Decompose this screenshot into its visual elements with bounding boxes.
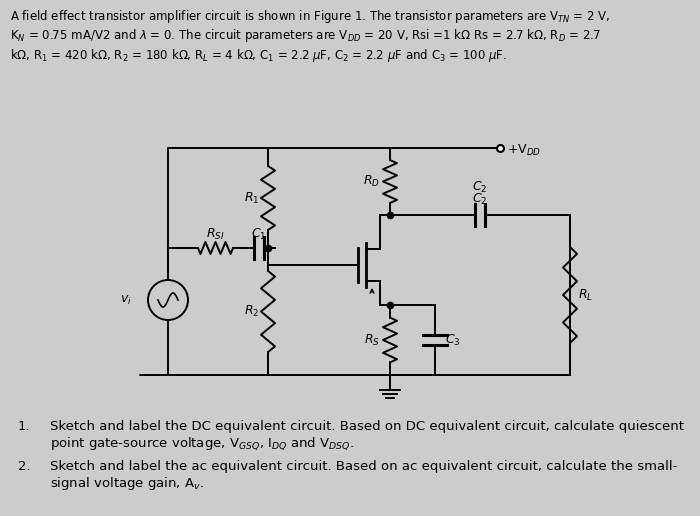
Text: R$_L$: R$_L$	[578, 287, 594, 302]
Text: R$_2$: R$_2$	[244, 304, 260, 319]
Text: R$_D$: R$_D$	[363, 174, 381, 189]
Text: v$_i$: v$_i$	[120, 294, 132, 307]
Text: R$_1$: R$_1$	[244, 190, 260, 205]
Text: Sketch and label the ac equivalent circuit. Based on ac equivalent circuit, calc: Sketch and label the ac equivalent circu…	[50, 460, 678, 492]
Text: C$_2$: C$_2$	[473, 191, 488, 206]
Text: C$_3$: C$_3$	[445, 332, 461, 348]
Text: C$_2$: C$_2$	[473, 180, 488, 195]
Text: 2.: 2.	[18, 460, 31, 473]
Text: Sketch and label the DC equivalent circuit. Based on DC equivalent circuit, calc: Sketch and label the DC equivalent circu…	[50, 420, 684, 452]
Text: R$_{SI}$: R$_{SI}$	[206, 227, 225, 241]
Text: +V$_{DD}$: +V$_{DD}$	[507, 142, 541, 157]
Text: C$_1$: C$_1$	[251, 227, 267, 241]
Text: R$_S$: R$_S$	[364, 332, 380, 348]
Text: 1.: 1.	[18, 420, 31, 433]
Text: A field effect transistor amplifier circuit is shown in Figure 1. The transistor: A field effect transistor amplifier circ…	[10, 8, 610, 64]
